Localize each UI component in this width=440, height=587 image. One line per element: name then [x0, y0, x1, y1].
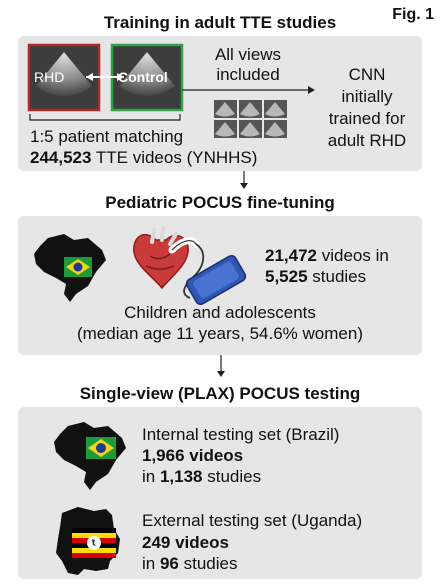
- external-studies-suffix: studies: [178, 554, 238, 573]
- pediatric-studies-count: 5,525: [265, 267, 308, 286]
- section1-heading: Training in adult TTE studies: [103, 13, 337, 32]
- arrow-down-2: [217, 355, 225, 377]
- population-line2: (median age 11 years, 54.6% women): [76, 324, 363, 343]
- uganda-flag-icon: [72, 528, 116, 558]
- pediatric-videos-label: videos in: [317, 246, 389, 265]
- views-label-line2: included: [216, 65, 280, 84]
- brazil-flag-icon: [64, 257, 92, 277]
- pediatric-studies-label: studies: [307, 267, 367, 286]
- external-studies: in 96 studies: [142, 553, 237, 574]
- cnn-line2: initially: [341, 87, 393, 106]
- pediatric-videos-text: 21,472 videos in: [265, 245, 389, 266]
- internal-title: Internal testing set (Brazil): [142, 425, 340, 444]
- training-videos-label: TTE videos (YNHHS): [91, 148, 258, 167]
- brazil-flag-icon-small: [86, 437, 116, 459]
- training-videos-count: 244,523: [30, 148, 92, 167]
- internal-studies-prefix: in: [142, 467, 160, 486]
- internal-studies-count: 1,138: [159, 467, 203, 486]
- rhd-label: RHD: [34, 69, 65, 85]
- echo-views-grid: [214, 100, 287, 138]
- echo-comparison-graphic: [27, 43, 184, 112]
- section2-heading: Pediatric POCUS fine-tuning: [105, 193, 335, 212]
- external-studies-prefix: in: [142, 554, 160, 573]
- population-line1: Children and adolescents: [124, 303, 316, 322]
- training-videos-text: 244,523 TTE videos (YNHHS): [30, 147, 257, 168]
- internal-studies: in 1,138 studies: [142, 466, 261, 487]
- views-label-line1: All views: [214, 45, 282, 64]
- cnn-line4: adult RHD: [327, 131, 407, 150]
- cnn-line3: trained for: [328, 109, 406, 128]
- heart-pocus-device-icon: [133, 226, 247, 306]
- section3-heading: Single-view (PLAX) POCUS testing: [79, 384, 361, 403]
- external-studies-count: 96: [159, 554, 179, 573]
- external-title: External testing set (Uganda): [142, 511, 363, 530]
- control-label: Control: [118, 69, 168, 85]
- cnn-line1: CNN: [348, 65, 386, 84]
- matching-text: 1:5 patient matching: [30, 127, 184, 146]
- arrow-down-1: [240, 171, 248, 189]
- pediatric-studies-text: 5,525 studies: [265, 266, 366, 287]
- figure-label: Fig. 1: [392, 6, 434, 23]
- external-videos: 249 videos: [142, 533, 229, 552]
- internal-studies-suffix: studies: [202, 467, 262, 486]
- matching-bracket: [29, 114, 181, 121]
- pediatric-videos-count: 21,472: [265, 246, 317, 265]
- internal-videos: 1,966 videos: [142, 446, 244, 465]
- arrow-to-cnn: [182, 86, 315, 94]
